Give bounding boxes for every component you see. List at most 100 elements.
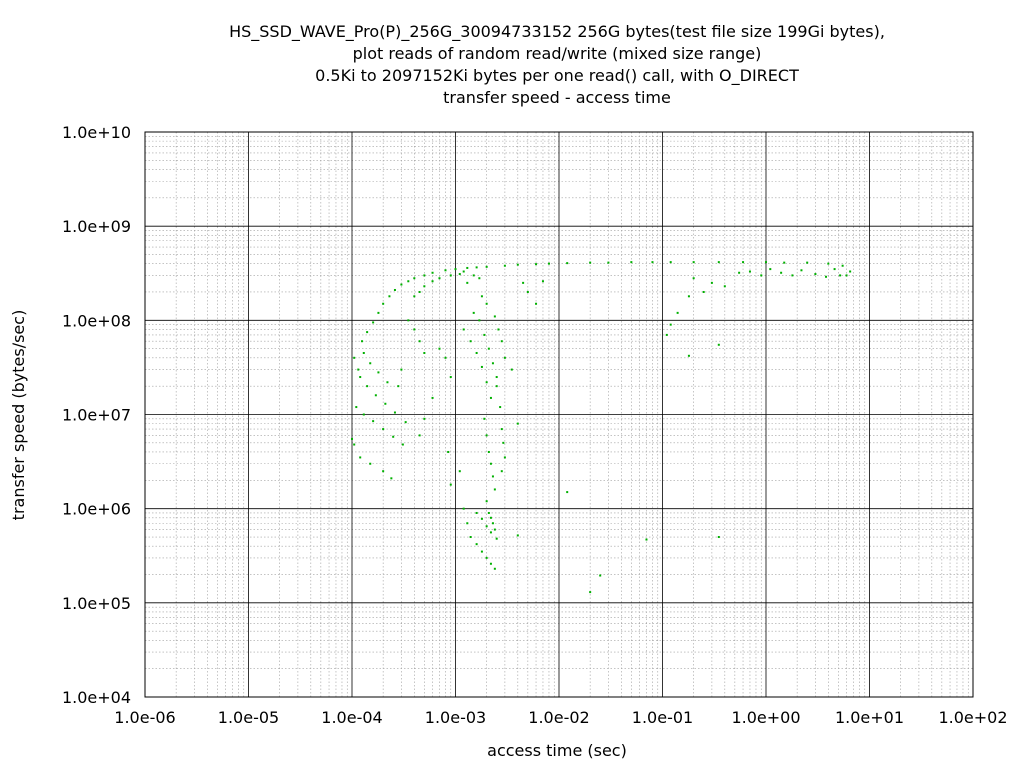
data-point xyxy=(738,271,741,274)
data-point xyxy=(599,574,602,577)
data-point xyxy=(438,347,441,350)
data-point xyxy=(491,522,494,525)
data-point xyxy=(407,319,410,322)
data-point xyxy=(833,268,836,271)
data-point xyxy=(717,261,720,264)
data-point xyxy=(462,507,465,510)
data-point xyxy=(485,556,488,559)
data-point xyxy=(466,281,469,284)
x-tick-label: 1.0e+02 xyxy=(938,708,1007,727)
data-point xyxy=(485,381,488,384)
data-point xyxy=(493,528,496,531)
data-point xyxy=(607,261,610,264)
data-point xyxy=(462,270,465,273)
y-tick-label: 1.0e+09 xyxy=(62,217,131,236)
data-point xyxy=(516,263,519,266)
data-point xyxy=(547,262,550,265)
data-point xyxy=(510,368,513,371)
data-point xyxy=(687,295,690,298)
data-point xyxy=(361,340,364,343)
data-point xyxy=(386,381,389,384)
y-tick-label: 1.0e+10 xyxy=(62,123,131,142)
data-point xyxy=(495,376,498,379)
title-line-1: HS_SSD_WAVE_Pro(P)_256G_30094733152 256G… xyxy=(229,22,885,42)
data-point xyxy=(357,368,360,371)
data-point xyxy=(651,261,654,264)
data-point xyxy=(466,522,469,525)
data-point xyxy=(393,411,396,414)
plot-frame xyxy=(144,131,974,698)
data-point xyxy=(404,421,407,424)
y-tick-labels: 1.0e+04 1.0e+05 1.0e+06 1.0e+07 1.0e+08 1.0e+… xyxy=(62,123,131,707)
data-point xyxy=(400,283,403,286)
data-point xyxy=(489,396,492,399)
data-point xyxy=(800,269,803,272)
data-point xyxy=(449,376,452,379)
data-point xyxy=(493,315,496,318)
data-point xyxy=(495,537,498,540)
x-tick-label: 1.0e-02 xyxy=(528,708,589,727)
data-point xyxy=(369,462,372,465)
data-point xyxy=(783,261,786,264)
data-point xyxy=(431,396,434,399)
x-tick-labels: 1.0e-06 1.0e-05 1.0e-04 1.0e-03 1.0e-02 1.0e-… xyxy=(114,708,1007,727)
data-point xyxy=(723,285,726,288)
data-point xyxy=(503,456,506,459)
data-point xyxy=(466,266,469,269)
data-point xyxy=(489,562,492,565)
data-point xyxy=(489,516,492,519)
data-point xyxy=(717,536,720,539)
data-point xyxy=(388,295,391,298)
x-tick-label: 1.0e+01 xyxy=(835,708,904,727)
data-point xyxy=(475,543,478,546)
data-point xyxy=(516,534,519,537)
data-point xyxy=(566,491,569,494)
data-point xyxy=(791,274,794,277)
data-point xyxy=(669,261,672,264)
data-point xyxy=(418,290,421,293)
data-point xyxy=(359,376,362,379)
data-point xyxy=(495,385,498,388)
data-point xyxy=(480,550,483,553)
data-point xyxy=(359,456,362,459)
y-tick-label: 1.0e+05 xyxy=(62,594,131,613)
data-point xyxy=(458,470,461,473)
title-line-4: transfer speed - access time xyxy=(443,88,671,107)
data-point xyxy=(485,525,488,528)
data-point xyxy=(478,277,481,280)
data-point xyxy=(487,450,490,453)
data-point xyxy=(384,402,387,405)
data-point xyxy=(374,394,377,397)
data-point xyxy=(541,280,544,283)
data-point xyxy=(423,417,426,420)
data-point xyxy=(372,321,375,324)
data-point xyxy=(449,274,452,277)
x-axis-label: access time (sec) xyxy=(487,741,627,760)
data-point xyxy=(423,274,426,277)
data-point xyxy=(475,266,478,269)
title-line-3: 0.5Ki to 2097152Ki bytes per one read() … xyxy=(315,66,799,86)
data-point xyxy=(526,290,529,293)
data-point xyxy=(493,488,496,491)
data-point xyxy=(839,274,842,277)
data-point xyxy=(825,275,828,278)
data-point xyxy=(692,277,695,280)
data-point xyxy=(645,538,648,541)
data-point xyxy=(676,311,679,314)
data-point xyxy=(493,567,496,570)
data-point xyxy=(669,323,672,326)
data-point xyxy=(717,343,720,346)
data-point xyxy=(769,268,772,271)
data-point xyxy=(377,311,380,314)
data-point xyxy=(710,281,713,284)
data-point xyxy=(489,462,492,465)
data-point xyxy=(827,262,830,265)
data-point xyxy=(355,406,358,409)
data-point xyxy=(390,477,393,480)
data-point xyxy=(535,263,538,266)
data-point xyxy=(849,270,852,273)
data-point xyxy=(487,347,490,350)
y-tick-label: 1.0e+08 xyxy=(62,311,131,330)
data-point xyxy=(500,428,503,431)
data-point xyxy=(485,265,488,268)
